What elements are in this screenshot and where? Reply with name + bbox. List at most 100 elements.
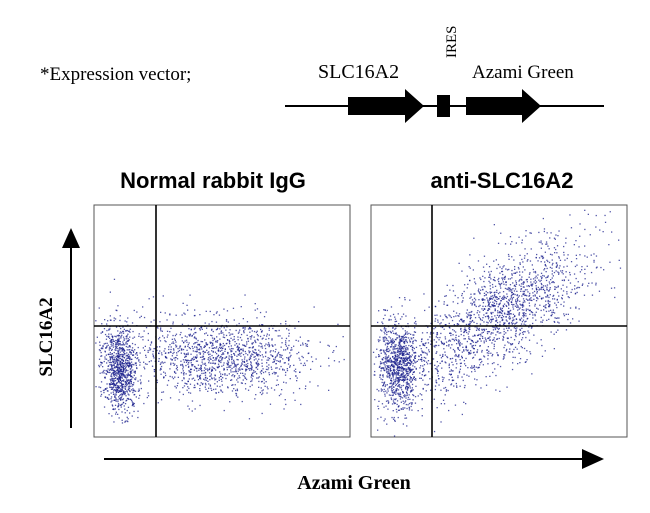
- event-dot: [406, 353, 408, 355]
- event-dot: [222, 357, 224, 359]
- event-dot: [584, 268, 586, 270]
- event-dot: [399, 348, 402, 350]
- event-dot: [395, 332, 397, 334]
- event-dot: [105, 372, 107, 375]
- event-dot: [228, 359, 230, 361]
- event-dot: [453, 324, 455, 326]
- event-dot: [250, 355, 252, 358]
- event-dot: [538, 257, 541, 259]
- event-dot: [553, 271, 556, 274]
- event-dot: [554, 238, 556, 240]
- event-dot: [578, 320, 580, 322]
- event-dot: [289, 352, 291, 354]
- event-dot: [241, 382, 243, 384]
- event-dot: [508, 255, 510, 257]
- event-dot: [501, 314, 504, 316]
- event-dot: [482, 298, 484, 300]
- event-dot: [120, 380, 123, 382]
- event-dot: [216, 381, 218, 383]
- event-dot: [558, 257, 560, 259]
- event-dot: [127, 374, 130, 376]
- event-dot: [503, 295, 505, 297]
- event-dot: [122, 398, 125, 400]
- event-dot: [542, 217, 544, 220]
- event-dot: [378, 366, 381, 368]
- event-dot: [221, 391, 224, 393]
- event-dot: [293, 370, 295, 372]
- event-dot: [595, 214, 597, 217]
- event-dot: [518, 352, 520, 354]
- event-dot: [398, 347, 400, 349]
- event-dot: [252, 375, 254, 377]
- event-dot: [305, 345, 307, 347]
- event-dot: [124, 387, 126, 390]
- event-dot: [482, 317, 484, 319]
- event-dot: [407, 323, 409, 325]
- event-dot: [121, 376, 123, 378]
- event-dot: [110, 369, 112, 371]
- event-dot: [498, 337, 500, 340]
- event-dot: [137, 380, 139, 382]
- event-dot: [382, 367, 385, 369]
- event-dot: [390, 361, 392, 363]
- event-dot: [254, 352, 256, 354]
- event-dot: [407, 362, 409, 364]
- event-dot: [476, 341, 478, 344]
- event-dot: [408, 407, 411, 409]
- event-dot: [268, 334, 270, 336]
- event-dot: [276, 360, 278, 362]
- event-dot: [161, 330, 163, 332]
- event-dot: [466, 374, 468, 376]
- event-dot: [122, 365, 124, 367]
- event-dot: [407, 337, 410, 339]
- event-dot: [159, 340, 162, 342]
- event-dot: [394, 328, 396, 330]
- event-dot: [551, 267, 553, 269]
- event-dot: [188, 342, 190, 344]
- event-dot: [137, 346, 139, 349]
- event-dot: [170, 327, 172, 329]
- event-dot: [120, 353, 122, 356]
- event-dot: [398, 351, 400, 353]
- event-dot: [511, 289, 513, 291]
- event-dot: [470, 367, 472, 369]
- event-dot: [406, 341, 408, 344]
- event-dot: [479, 311, 481, 313]
- event-dot: [132, 390, 134, 392]
- event-dot: [532, 295, 534, 297]
- event-dot: [486, 352, 488, 354]
- event-dot: [403, 336, 406, 339]
- event-dot: [121, 347, 124, 349]
- event-dot: [409, 385, 411, 387]
- event-dot: [410, 405, 412, 408]
- event-dot: [554, 252, 556, 254]
- event-dot: [392, 339, 394, 341]
- event-dot: [189, 347, 191, 350]
- event-dot: [498, 327, 500, 330]
- event-dot: [126, 376, 129, 378]
- event-dot: [393, 364, 395, 366]
- event-dot: [427, 342, 430, 344]
- event-dot: [392, 418, 395, 420]
- event-dot: [123, 348, 125, 350]
- panel-title-control: Normal rabbit IgG: [120, 168, 306, 193]
- event-dot: [208, 387, 210, 389]
- event-dot: [513, 348, 515, 351]
- event-dot: [194, 408, 196, 410]
- event-dot: [217, 349, 219, 352]
- event-dot: [117, 390, 119, 392]
- event-dot: [488, 280, 490, 282]
- event-dot: [304, 388, 307, 390]
- event-dot: [409, 339, 411, 341]
- event-dot: [392, 375, 394, 377]
- event-dot: [502, 338, 504, 340]
- event-dot: [186, 341, 188, 343]
- event-dot: [409, 359, 411, 361]
- event-dot: [222, 377, 224, 379]
- event-dot: [535, 287, 537, 289]
- event-dot: [405, 379, 407, 381]
- event-dot: [148, 361, 150, 363]
- event-dot: [394, 323, 396, 326]
- event-dot: [426, 361, 428, 363]
- event-dot: [533, 334, 535, 336]
